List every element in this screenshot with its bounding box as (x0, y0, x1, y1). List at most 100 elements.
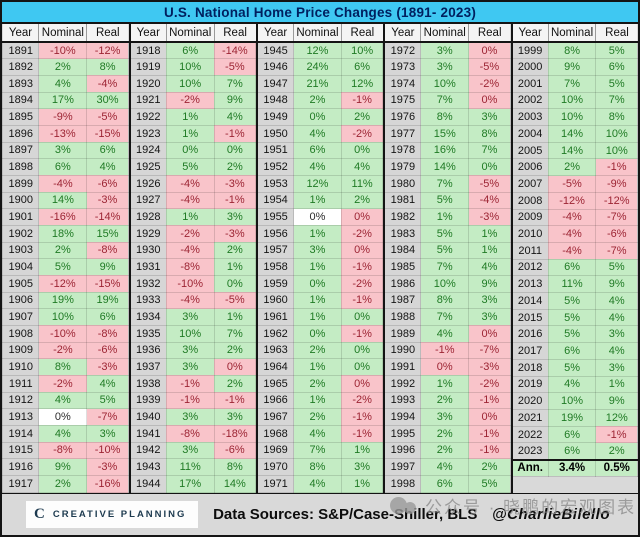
year-cell: 2002 (511, 91, 549, 110)
nominal-cell: 5% (547, 358, 597, 377)
table-row: 1948 2% -1% (256, 91, 384, 110)
real-cell: -15% (86, 274, 129, 293)
creative-planning-logo-text: CREATIVE PLANNING (52, 509, 187, 520)
table-row: 1974 10% -2% (383, 74, 511, 93)
nominal-cell: 0% (293, 108, 342, 126)
nominal-cell: 4% (293, 158, 342, 176)
nominal-cell: -12% (38, 274, 88, 293)
real-cell: 4% (86, 158, 129, 176)
real-cell: 9% (595, 275, 638, 294)
table-row: 1959 0% -2% (256, 274, 384, 293)
real-cell: -12% (86, 41, 129, 60)
table-row: 1918 6% -14% (129, 41, 257, 60)
year-cell: 1985 (383, 258, 422, 276)
year-cell: 1966 (256, 391, 295, 410)
nominal-cell: 10% (547, 392, 597, 410)
real-cell: 7% (595, 91, 638, 110)
table-row: 1906 19% 19% (2, 291, 129, 310)
year-cell: 1933 (129, 291, 167, 310)
table-row: 2006 2% -1% (511, 158, 638, 177)
nominal-cell: 2% (38, 58, 88, 76)
year-cell: 1897 (2, 141, 40, 160)
nominal-cell: 6% (293, 141, 342, 160)
real-cell: 9% (213, 91, 257, 110)
nominal-cell: 2% (547, 158, 597, 177)
table-row: 2020 10% 9% (511, 392, 638, 410)
column-header: Nominal (547, 24, 596, 43)
year-cell: 1962 (256, 324, 295, 343)
year-cell: 1989 (383, 324, 422, 343)
year-cell: 1995 (383, 424, 422, 443)
nominal-cell: 3% (420, 58, 470, 76)
nominal-cell: 5% (165, 158, 215, 176)
year-cell: 1902 (2, 224, 40, 243)
year-cell: 1926 (129, 174, 167, 193)
real-cell: 8% (595, 108, 638, 127)
real-cell: 6% (86, 308, 129, 326)
column-header: Real (468, 24, 511, 43)
table-row: 2011 -4% -7% (511, 241, 638, 260)
nominal-cell: 10% (420, 274, 470, 293)
year-cell: 1920 (129, 74, 167, 93)
table-row: 2008 -12% -12% (511, 191, 638, 210)
year-cell: 1981 (383, 191, 422, 210)
year-cell: 2021 (511, 408, 549, 427)
table-row: 1929 -2% -3% (129, 224, 257, 243)
real-cell: -18% (213, 424, 257, 443)
real-cell: -8% (86, 324, 129, 343)
real-cell: 2% (213, 158, 257, 176)
author-handle: @CharlieBilello (492, 506, 610, 523)
table-row: 1982 1% -3% (383, 208, 511, 226)
year-cell: 1974 (383, 74, 422, 93)
year-group-1891-1917: Year Nominal Real 1891 -10% -12% 1892 2% 8% 1893 4… (2, 24, 129, 494)
real-cell: 3% (468, 291, 511, 310)
ann-label-cell: Ann. (511, 458, 549, 477)
table-row: 1903 2% -8% (2, 241, 129, 260)
nominal-cell: 0% (293, 208, 342, 226)
table-row: 1910 8% -3% (2, 358, 129, 376)
nominal-cell: -4% (165, 291, 215, 310)
real-cell: 12% (595, 408, 638, 427)
year-cell: 2008 (511, 191, 549, 210)
real-cell: 6% (340, 58, 384, 76)
table-row: 1956 1% -2% (256, 224, 384, 243)
real-cell: 7% (213, 324, 257, 343)
table-row: 1999 8% 5% (511, 41, 638, 60)
real-cell: 0% (468, 158, 511, 176)
nominal-cell: 4% (547, 375, 597, 394)
real-cell: 0% (213, 274, 257, 293)
real-cell: -2% (340, 124, 384, 143)
year-cell: 1936 (129, 341, 167, 360)
year-cell: 1959 (256, 274, 295, 293)
table-row: 1947 21% 12% (256, 74, 384, 93)
table-row: 1981 5% -4% (383, 191, 511, 210)
real-cell: -1% (340, 291, 384, 310)
table-row: 1987 8% 3% (383, 291, 511, 310)
table-row: 1901 -16% -14% (2, 208, 129, 226)
nominal-cell: 1% (293, 224, 342, 243)
real-cell: 4% (595, 292, 638, 310)
table-row: 1958 1% -1% (256, 258, 384, 276)
year-cell: 1912 (2, 391, 40, 410)
nominal-cell: 19% (38, 291, 88, 310)
table-row: 1970 8% 3% (256, 458, 384, 476)
nominal-cell: 2% (293, 91, 342, 110)
real-cell: 7% (468, 141, 511, 160)
nominal-cell: 0% (293, 274, 342, 293)
table-row: 2016 5% 3% (511, 325, 638, 344)
table-row: 1942 3% -6% (129, 441, 257, 460)
year-cell: 1905 (2, 274, 40, 293)
year-cell: 1914 (2, 424, 40, 443)
real-cell: 2% (468, 458, 511, 476)
real-cell: 0% (340, 308, 384, 326)
real-cell: -3% (86, 191, 129, 210)
table-row: 1905 -12% -15% (2, 274, 129, 293)
nominal-cell: 5% (547, 325, 597, 344)
table-row: 2023 6% 2% (511, 442, 638, 461)
year-cell: 1994 (383, 408, 422, 426)
nominal-cell: -12% (547, 191, 597, 210)
nominal-cell: 3% (165, 408, 215, 426)
table-row: 1915 -8% -10% (2, 441, 129, 460)
year-cell: 2005 (511, 141, 549, 160)
nominal-cell: 1% (293, 391, 342, 410)
